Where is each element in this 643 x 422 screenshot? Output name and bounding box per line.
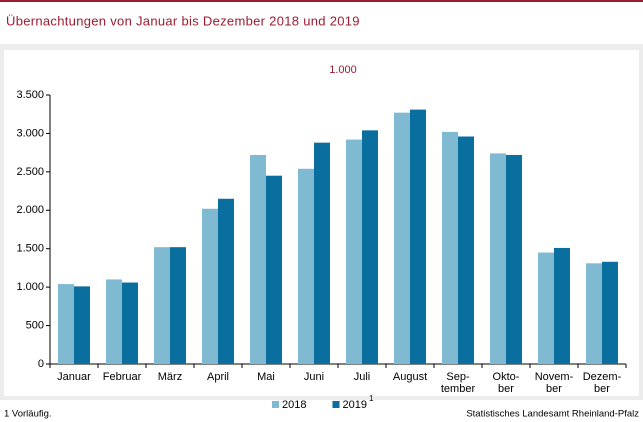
x-tick-label: Januar [57, 371, 91, 383]
y-tick-label: 0 [38, 358, 44, 370]
bar [154, 247, 170, 364]
bar [266, 175, 282, 364]
y-tick-label: 2.500 [16, 166, 44, 178]
y-tick-label: 1.500 [16, 243, 44, 255]
y-tick-label: 2.000 [16, 204, 44, 216]
y-tick-label: 500 [26, 319, 44, 331]
y-tick-label: 3.000 [16, 127, 44, 139]
bar [106, 279, 122, 364]
x-tick-label: Juli [354, 371, 371, 383]
legend-swatch [272, 401, 279, 408]
bar [442, 131, 458, 364]
x-tick-label: März [158, 371, 182, 383]
bar [250, 154, 266, 364]
legend-label: 2019 [342, 399, 366, 411]
top-border [0, 0, 643, 2]
bar [218, 198, 234, 364]
x-tick-label: Novem-ber [535, 371, 574, 395]
bar [458, 136, 474, 364]
footnote: 1 Vorläufig. [4, 409, 52, 420]
bar [202, 208, 218, 364]
bar [490, 153, 506, 364]
x-tick-label: Dezem-ber [583, 371, 622, 395]
bar [298, 168, 314, 364]
bar [554, 247, 570, 364]
bar [362, 130, 378, 364]
x-tick-label: April [207, 371, 229, 383]
chart-title: Übernachtungen von Januar bis Dezember 2… [6, 13, 360, 28]
bar [394, 112, 410, 364]
bar [346, 139, 362, 364]
y-tick-label: 3.500 [16, 89, 44, 101]
bar [410, 109, 426, 364]
bar [602, 261, 618, 364]
bar [506, 154, 522, 364]
y-tick-label: 1.000 [16, 281, 44, 293]
bar [314, 142, 330, 364]
x-tick-label: Juni [304, 371, 324, 383]
bar [170, 247, 186, 364]
legend-label: 2018 [282, 399, 306, 411]
bar [586, 263, 602, 364]
x-tick-label: Mai [257, 371, 275, 383]
legend-footnote-marker: 1 [369, 394, 374, 403]
bar [74, 286, 90, 364]
bar [122, 282, 138, 364]
x-tick-label: Februar [103, 371, 142, 383]
x-tick-label: Sep-tember [441, 371, 476, 395]
x-tick-label: August [393, 371, 427, 383]
bar [58, 284, 74, 364]
x-tick-label: Okto-ber [493, 371, 520, 395]
source: Statistisches Landesamt Rheinland-Pfalz [466, 409, 639, 420]
bar [538, 252, 554, 364]
unit-label: 1.000 [329, 64, 357, 76]
legend-swatch [332, 401, 340, 408]
